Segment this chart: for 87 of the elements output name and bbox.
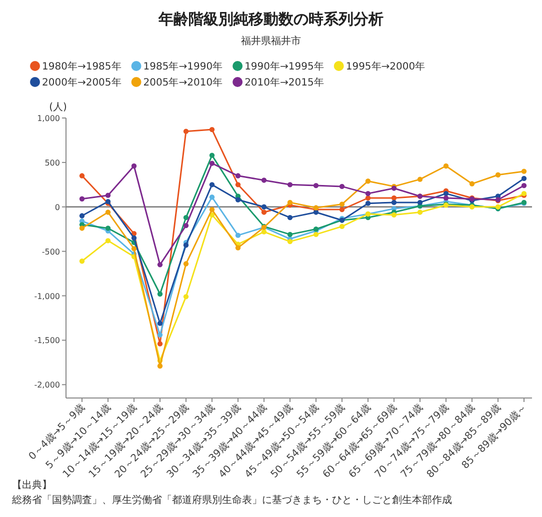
legend-label: 2000年→2005年 [42,76,122,88]
point [443,195,449,201]
point [105,192,111,198]
legend-label: 2010年→2015年 [244,76,324,88]
y-tick-label: -1,000 [34,292,60,301]
point [417,200,423,206]
point [469,181,475,186]
point [157,262,163,268]
point [183,261,189,266]
point [235,197,241,202]
point [235,182,241,188]
y-tick-label: -1,500 [34,336,60,346]
legend-label: 1980年→1985年 [42,60,122,72]
point [157,332,163,338]
point [339,206,345,212]
point [183,214,189,220]
point [157,291,163,297]
point [287,238,293,244]
point [365,190,371,196]
y-tick-label: 1,000 [37,114,60,123]
point [521,182,527,188]
y-tick-label: 0 [54,202,60,212]
point [261,210,267,215]
point [157,341,163,346]
point [443,163,449,169]
chart-subtitle: 福井県福井市 [241,35,301,47]
point [79,173,85,178]
chart-title: 年齢階級別純移動数の時系列分析 [158,10,384,28]
point [105,238,111,244]
point [209,194,215,200]
point [209,126,215,132]
point [183,242,189,248]
point [183,128,189,134]
point [131,246,137,252]
point [391,200,397,206]
point [79,226,85,231]
point [521,168,527,174]
point [157,320,163,326]
point [131,163,137,169]
legend-label: 1985年→1990年 [143,60,223,72]
point [79,196,85,202]
point [391,195,397,201]
point [131,235,137,241]
point [261,178,267,183]
point [209,206,215,212]
text: 総務省「国勢調査」、厚生労働省「都道府県別生命表」に基づきまち・ひと・しごと創生本部作成 [11,494,452,506]
point [365,195,371,201]
point [313,232,319,238]
point [183,294,189,300]
point [209,152,215,158]
legend-label: 2005年→2010年 [143,76,223,88]
point [443,190,449,196]
point [183,222,189,228]
point [287,232,293,238]
point [235,232,241,238]
y-axis-title: (人) [49,102,67,113]
point [287,214,293,220]
point [339,224,345,230]
point [365,178,371,184]
point [495,172,501,178]
point [261,204,267,210]
y-tick-label: 500 [44,158,60,168]
point [339,184,345,190]
point [157,363,163,369]
point [79,213,85,218]
point [365,200,371,206]
point [79,258,85,264]
y-tick-label: -500 [42,247,60,256]
point [313,182,319,188]
point [313,210,319,215]
point [287,200,293,206]
legend-label: 1995年→2000年 [346,60,426,72]
point [105,210,111,215]
point [105,226,111,231]
point [209,160,215,166]
legend-label: 1990年→1995年 [244,60,324,72]
point [417,176,423,182]
point [287,182,293,188]
text: 【出典】 [12,479,52,491]
point [521,176,527,182]
y-tick-label: -2,000 [34,380,60,390]
point [339,202,345,207]
point [209,182,215,188]
point [417,210,423,215]
point [391,212,397,218]
point [235,245,241,250]
point [235,173,241,178]
